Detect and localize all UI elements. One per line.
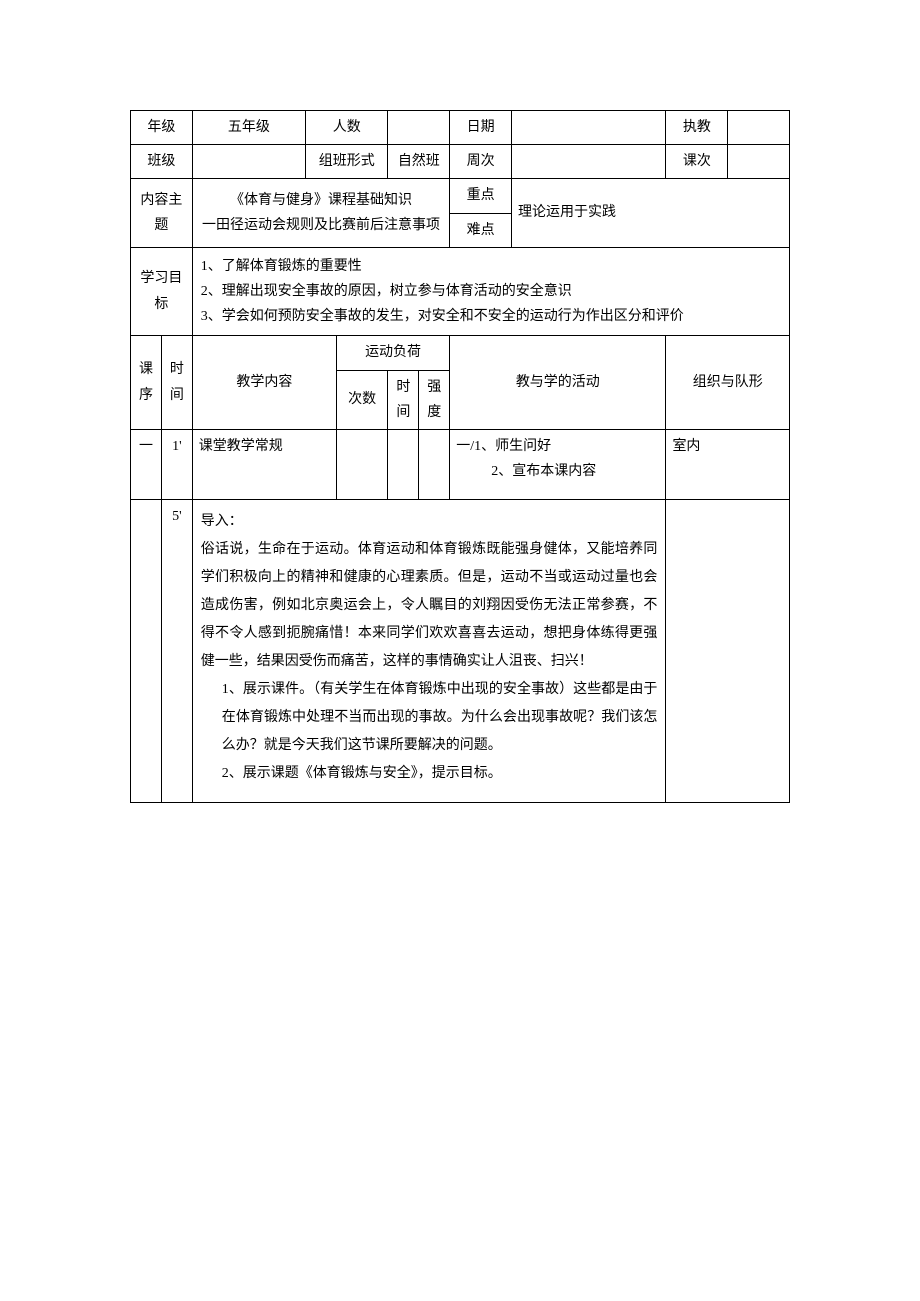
intro-paragraph: 俗话说，生命在于运动。体育运动和体育锻炼既能强身健体，又能培养同学们积极向上的精… bbox=[201, 536, 658, 676]
lesson-plan-table: 年级 五年级 人数 日期 执教 班级 组班形式 自然班 周次 课次 内容主题 《… bbox=[130, 110, 790, 803]
intro-title: 导入： bbox=[201, 508, 658, 536]
formation-header: 组织与队形 bbox=[666, 336, 790, 430]
intensity-header: 强度 bbox=[419, 370, 450, 429]
difficulty-label: 难点 bbox=[450, 213, 512, 247]
people-value bbox=[388, 111, 450, 145]
point-1: 1、展示课件。（有关学生在体育锻炼中出现的安全事故）这些都是由于在体育锻炼中处理… bbox=[201, 676, 658, 760]
row1-seq: 一 bbox=[131, 429, 162, 499]
row1-content: 课堂教学常规 bbox=[192, 429, 336, 499]
row2-formation bbox=[666, 499, 790, 802]
date-value bbox=[511, 111, 665, 145]
org-label: 组班形式 bbox=[306, 145, 388, 179]
grade-value: 五年级 bbox=[192, 111, 305, 145]
week-label: 周次 bbox=[450, 145, 512, 179]
teacher-value bbox=[728, 111, 790, 145]
load-header: 运动负荷 bbox=[336, 336, 449, 370]
grade-label: 年级 bbox=[131, 111, 193, 145]
objective-1: 1、了解体育锻炼的重要性 bbox=[201, 254, 781, 279]
org-value: 自然班 bbox=[388, 145, 450, 179]
week-value bbox=[511, 145, 665, 179]
objective-2: 2、理解出现安全事故的原因，树立参与体育活动的安全意识 bbox=[201, 279, 781, 304]
row1-count bbox=[336, 429, 387, 499]
time-header: 时间 bbox=[161, 336, 192, 430]
objectives-value: 1、了解体育锻炼的重要性 2、理解出现安全事故的原因，树立参与体育活动的安全意识… bbox=[192, 247, 789, 336]
row1-duration bbox=[388, 429, 419, 499]
row1-formation: 室内 bbox=[666, 429, 790, 499]
activity-header: 教与学的活动 bbox=[450, 336, 666, 430]
people-label: 人数 bbox=[306, 111, 388, 145]
row2-content: 导入： 俗话说，生命在于运动。体育运动和体育锻炼既能强身健体，又能培养同学们积极… bbox=[192, 499, 666, 802]
point-2: 2、展示课题《体育锻炼与安全》，提示目标。 bbox=[201, 760, 658, 788]
row1-activity: 一/1、师生问好 2、宣布本课内容 bbox=[450, 429, 666, 499]
teacher-label: 执教 bbox=[666, 111, 728, 145]
row2-time: 5' bbox=[161, 499, 192, 802]
lesson-label: 课次 bbox=[666, 145, 728, 179]
topic-value: 《体育与健身》课程基础知识 一田径运动会规则及比赛前后注意事项 bbox=[192, 179, 449, 247]
topic-label: 内容主题 bbox=[131, 179, 193, 247]
content-header: 教学内容 bbox=[192, 336, 336, 430]
row1-activity-2: 2、宣布本课内容 bbox=[456, 459, 659, 484]
class-label: 班级 bbox=[131, 145, 193, 179]
objective-3: 3、学会如何预防安全事故的发生，对安全和不安全的运动行为作出区分和评价 bbox=[201, 304, 781, 329]
row1-activity-1: 一/1、师生问好 bbox=[456, 434, 659, 459]
key-label: 重点 bbox=[450, 179, 512, 213]
duration-header: 时间 bbox=[388, 370, 419, 429]
row1-time: 1' bbox=[161, 429, 192, 499]
class-value bbox=[192, 145, 305, 179]
row2-seq bbox=[131, 499, 162, 802]
count-header: 次数 bbox=[336, 370, 387, 429]
key-value: 理论运用于实践 bbox=[511, 179, 789, 247]
lesson-value bbox=[728, 145, 790, 179]
seq-header: 课序 bbox=[131, 336, 162, 430]
date-label: 日期 bbox=[450, 111, 512, 145]
row1-intensity bbox=[419, 429, 450, 499]
objectives-label: 学习目标 bbox=[131, 247, 193, 336]
